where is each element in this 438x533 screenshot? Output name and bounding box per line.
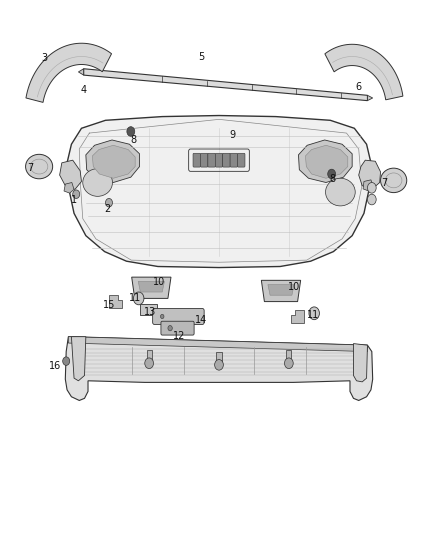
FancyBboxPatch shape <box>237 154 245 167</box>
Polygon shape <box>268 285 294 295</box>
Text: 2: 2 <box>105 204 111 214</box>
Circle shape <box>367 194 376 205</box>
Polygon shape <box>298 140 352 182</box>
Polygon shape <box>305 146 348 178</box>
Text: 10: 10 <box>288 282 300 292</box>
Circle shape <box>285 358 293 368</box>
Polygon shape <box>132 277 171 298</box>
Circle shape <box>106 198 113 207</box>
Polygon shape <box>140 304 157 316</box>
FancyBboxPatch shape <box>152 309 204 325</box>
Polygon shape <box>65 337 373 400</box>
Circle shape <box>367 182 376 193</box>
FancyBboxPatch shape <box>161 321 194 335</box>
Circle shape <box>127 127 135 136</box>
Text: 6: 6 <box>356 82 362 92</box>
FancyBboxPatch shape <box>215 154 223 167</box>
Text: 9: 9 <box>229 130 235 140</box>
Polygon shape <box>359 160 381 189</box>
Polygon shape <box>60 160 81 189</box>
Polygon shape <box>68 337 367 352</box>
Polygon shape <box>64 182 74 193</box>
FancyBboxPatch shape <box>201 154 208 167</box>
Circle shape <box>215 360 223 370</box>
Polygon shape <box>286 350 291 364</box>
FancyBboxPatch shape <box>230 154 237 167</box>
Circle shape <box>168 326 172 331</box>
Text: 16: 16 <box>49 361 61 372</box>
FancyBboxPatch shape <box>223 154 230 167</box>
Text: 8: 8 <box>329 174 336 184</box>
Polygon shape <box>84 69 367 101</box>
Circle shape <box>73 190 80 198</box>
Polygon shape <box>138 281 164 292</box>
Polygon shape <box>147 350 152 364</box>
Polygon shape <box>71 337 86 381</box>
Polygon shape <box>109 295 122 308</box>
Text: 11: 11 <box>129 293 141 303</box>
Text: 14: 14 <box>194 314 207 325</box>
Circle shape <box>145 358 153 368</box>
Polygon shape <box>86 140 140 182</box>
Circle shape <box>328 169 336 179</box>
FancyBboxPatch shape <box>208 154 215 167</box>
Polygon shape <box>363 180 373 191</box>
Text: 7: 7 <box>381 177 387 188</box>
Text: 11: 11 <box>307 310 319 320</box>
Text: 15: 15 <box>103 300 115 310</box>
Ellipse shape <box>25 155 53 179</box>
Polygon shape <box>367 95 373 101</box>
Text: 10: 10 <box>152 278 165 287</box>
Polygon shape <box>92 146 135 178</box>
Circle shape <box>63 357 70 366</box>
Circle shape <box>160 314 164 319</box>
Polygon shape <box>291 310 304 323</box>
Text: 8: 8 <box>131 135 137 145</box>
Ellipse shape <box>381 168 407 192</box>
Circle shape <box>134 292 144 305</box>
FancyBboxPatch shape <box>193 154 201 167</box>
Ellipse shape <box>325 178 355 206</box>
Polygon shape <box>261 280 300 302</box>
Text: 5: 5 <box>198 52 205 61</box>
Text: 7: 7 <box>27 163 34 173</box>
Circle shape <box>309 307 319 320</box>
Polygon shape <box>67 116 371 268</box>
Polygon shape <box>26 43 112 102</box>
Polygon shape <box>353 344 367 382</box>
Text: 13: 13 <box>144 306 156 317</box>
Text: 1: 1 <box>71 195 77 205</box>
Text: 4: 4 <box>81 85 87 95</box>
Ellipse shape <box>83 168 113 196</box>
Polygon shape <box>216 352 222 365</box>
Polygon shape <box>325 44 403 100</box>
Text: 3: 3 <box>41 53 47 63</box>
Polygon shape <box>78 69 84 75</box>
Text: 12: 12 <box>173 330 185 341</box>
